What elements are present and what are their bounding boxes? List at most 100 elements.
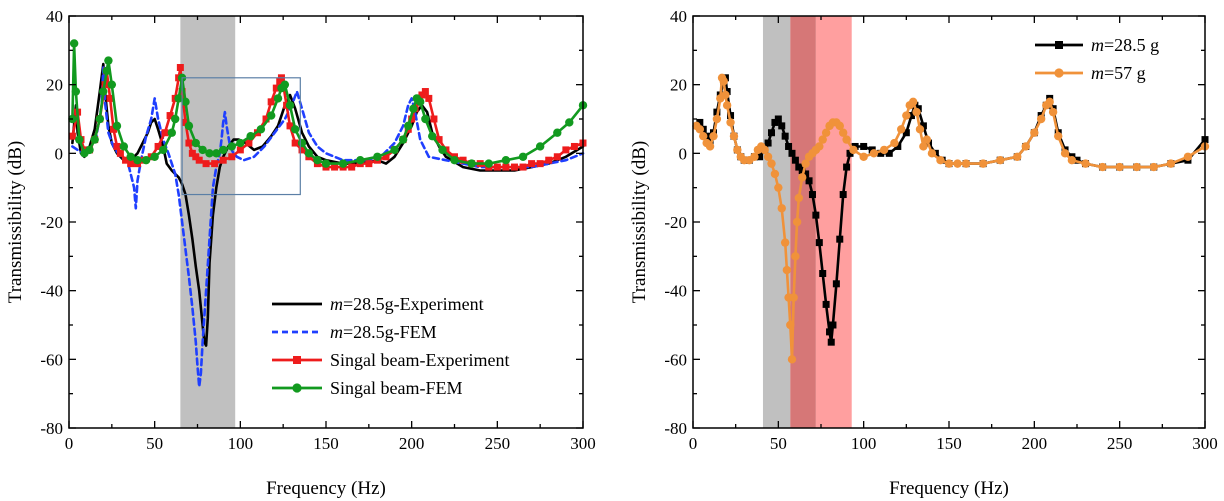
data-point [408,115,416,123]
data-point [428,131,437,141]
data-point [869,149,879,158]
data-point [553,128,562,137]
data-point [727,112,735,120]
x-tick-label: 150 [936,434,962,453]
data-point [907,112,915,120]
data-point [291,139,299,147]
shaded-band-0 [762,16,791,428]
data-point [767,159,776,168]
data-point [798,173,807,182]
data-point [421,88,429,96]
data-point [792,217,802,227]
data-point [176,64,184,71]
data-point [826,328,834,336]
data-point [467,159,476,168]
data-point [182,118,190,126]
data-point [150,152,159,161]
legend-marker [293,356,301,364]
data-point [273,94,283,103]
data-point [843,163,851,171]
data-point [338,159,348,168]
data-point [788,149,796,157]
y-tick-label: 40 [670,7,687,26]
data-point [195,156,203,164]
data-point [832,280,840,288]
data-point [768,129,776,137]
x-tick-label: 250 [485,434,511,453]
data-point [122,156,130,164]
data-point [286,122,294,130]
data-point [127,160,135,168]
data-point [409,104,418,113]
data-point [133,156,142,165]
data-point [763,152,773,161]
data-point [1115,162,1124,172]
data-point [912,107,921,117]
data-point [1013,152,1022,161]
data-point [1149,162,1159,172]
data-point [502,163,510,171]
y-tick-label: 40 [46,7,63,26]
data-point [304,149,314,158]
y-tick-label: 20 [670,76,687,95]
legend: m=28.5g-Experiment m=28.5g-FEM Singal beam… [272,294,509,398]
data-point [908,97,918,107]
data-point [236,146,244,154]
data-point [1048,107,1058,117]
data-point [106,94,114,102]
data-point [801,159,810,168]
data-point [818,135,827,144]
data-point [141,156,151,165]
x-tick-label: 100 [851,434,877,453]
y-tick-label: -20 [40,213,63,232]
data-point [69,39,79,48]
shaded-band-2 [815,16,852,428]
data-point [819,270,827,277]
data-point [211,160,219,168]
data-point [331,163,339,171]
data-point [791,156,799,164]
data-point [894,142,902,150]
data-point [1060,149,1070,158]
data-point [996,156,1005,165]
data-point [722,101,732,110]
data-point [112,121,122,131]
data-point [390,145,399,155]
data-point [721,90,730,100]
data-point [791,252,800,261]
data-point [794,193,804,203]
data-point [802,170,810,178]
x-axis-title: Frequency (Hz) [266,478,386,499]
data-point [726,118,735,127]
data-point [835,121,844,131]
legend: m=28.5 g m=57 g [1035,35,1159,83]
series-line [71,62,585,347]
data-point [167,128,176,137]
data-point [107,80,117,89]
data-point [246,131,255,141]
data-point [313,156,322,165]
legend-label: m=57 g [1091,63,1146,83]
data-point [236,138,245,148]
data-point [562,146,570,154]
y-tick-label: -80 [664,419,687,438]
data-point [219,145,228,155]
data-point [953,159,962,168]
data-point [1054,131,1063,141]
data-point [272,84,280,92]
data-point [262,115,270,123]
y-tick-label: -60 [664,350,687,369]
data-point [919,142,928,151]
chart-right: 0 50 100 150 200 250 300 -80 -60 -40 -20 0 20 40 Frequ… [629,7,1218,499]
data-point [838,128,848,137]
y-tick-label: 0 [55,144,64,163]
data-point [154,142,162,150]
data-point [1098,162,1107,172]
data-point [191,138,200,148]
legend-label: m=28.5g-FEM [330,322,437,342]
data-point [890,138,899,148]
x-tick-label: 0 [689,434,698,453]
legend-marker [1054,68,1064,78]
data-point [785,142,793,150]
y-axis-title: Transmissibility (dB) [5,141,26,303]
